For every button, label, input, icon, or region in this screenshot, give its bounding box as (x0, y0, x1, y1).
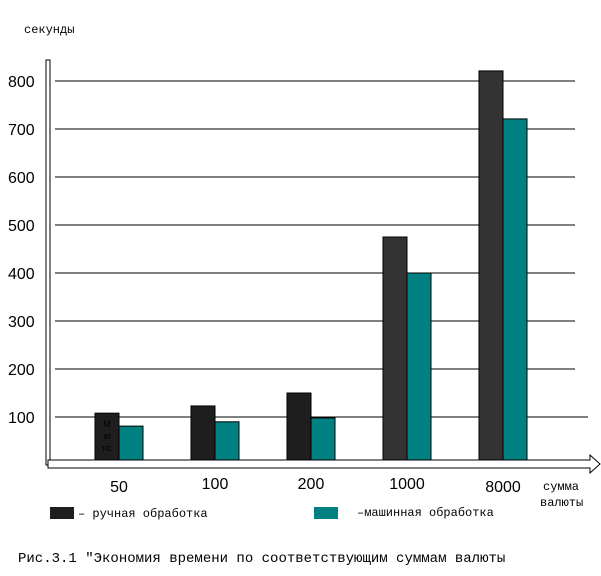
legend-swatch-machine (314, 507, 338, 519)
bar-manual-100 (190, 405, 216, 461)
y-tick-label: 400 (8, 266, 35, 283)
x-axis-label: валюты (540, 496, 583, 510)
bar-machine-50 (118, 425, 144, 461)
y-tick-label: 700 (8, 122, 35, 139)
y-tick-label: 800 (8, 74, 35, 91)
bar-machine-8000 (502, 118, 528, 461)
bar-annotation: et (103, 431, 111, 441)
y-tick-label: 200 (8, 362, 35, 379)
bar-manual-1000 (382, 236, 408, 461)
x-tick-label: 1000 (389, 476, 425, 493)
x-tick-label: 100 (202, 476, 229, 493)
legend-label-manual: – ручная обработка (78, 507, 208, 521)
bar-machine-200 (310, 417, 336, 461)
y-tick-label: 500 (8, 218, 35, 235)
bar-manual-8000 (478, 70, 504, 461)
bar-annotation: M (103, 419, 111, 429)
x-axis-label: сумма (543, 480, 579, 494)
x-tick-label: 8000 (485, 479, 521, 496)
legend-swatch-manual (50, 507, 74, 519)
y-axis (45, 59, 51, 466)
y-tick-label: 600 (8, 170, 35, 187)
y-axis-label: секунды (24, 23, 74, 37)
y-tick-label: 100 (8, 410, 35, 427)
y-tick-label: 300 (8, 314, 35, 331)
bar-manual-200 (286, 392, 312, 461)
x-tick-label: 50 (110, 479, 128, 496)
legend-label-machine: –машинная обработка (357, 506, 494, 520)
bar-annotation: ric (102, 443, 112, 453)
x-tick-label: 200 (298, 476, 325, 493)
bar-machine-100 (214, 421, 240, 461)
x-axis-arrow (47, 453, 601, 475)
chart-caption: Рис.3.1 "Экономия времени по соответству… (18, 551, 505, 567)
bar-machine-1000 (406, 272, 432, 461)
